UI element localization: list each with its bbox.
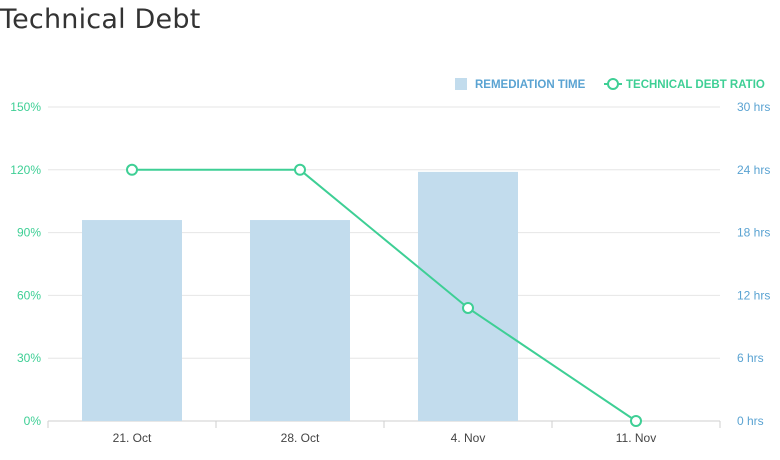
line-series-technical-debt-ratio[interactable] bbox=[126, 163, 642, 427]
point-technical-debt-ratio[interactable] bbox=[294, 163, 306, 176]
left-axis-ticks: 0% 30% 60% 90% 120% 150% bbox=[10, 100, 41, 428]
x-axis-tick-label: 21. Oct bbox=[113, 431, 152, 445]
right-axis-tick-label: 6 hrs bbox=[737, 351, 764, 365]
right-axis-tick-label: 24 hrs bbox=[737, 163, 770, 177]
left-axis-tick-label: 60% bbox=[17, 288, 41, 302]
x-axis-ticks: 21. Oct 28. Oct 4. Nov 11. Nov bbox=[47, 421, 721, 445]
legend-swatch-remediation-time bbox=[455, 78, 467, 90]
bar-remediation-time[interactable] bbox=[418, 171, 518, 421]
x-axis-tick-label: 28. Oct bbox=[281, 431, 320, 445]
left-axis-tick-label: 30% bbox=[17, 351, 41, 365]
right-axis-tick-label: 12 hrs bbox=[737, 288, 770, 302]
right-axis-tick-label: 30 hrs bbox=[737, 100, 770, 114]
x-axis-tick-label: 4. Nov bbox=[451, 431, 486, 445]
page-title: Technical Debt bbox=[0, 4, 201, 35]
bar-remediation-time[interactable] bbox=[82, 220, 182, 421]
legend-swatch-marker bbox=[607, 78, 619, 90]
point-technical-debt-ratio[interactable] bbox=[126, 163, 138, 176]
legend-label-remediation-time[interactable]: REMEDIATION TIME bbox=[475, 79, 586, 91]
right-axis-tick-label: 18 hrs bbox=[737, 226, 770, 240]
bar-remediation-time[interactable] bbox=[250, 220, 350, 421]
right-axis-ticks: 0 hrs 6 hrs 12 hrs 18 hrs 24 hrs 30 hrs bbox=[737, 100, 770, 428]
left-axis-tick-label: 150% bbox=[10, 100, 41, 114]
left-axis-tick-label: 120% bbox=[10, 163, 41, 177]
left-axis-tick-label: 0% bbox=[24, 414, 42, 428]
line-technical-debt-ratio bbox=[132, 168, 637, 422]
point-technical-debt-ratio[interactable] bbox=[630, 415, 642, 427]
left-axis-tick-label: 90% bbox=[17, 226, 41, 240]
right-axis-tick-label: 0 hrs bbox=[737, 414, 764, 428]
chart-legend[interactable]: REMEDIATION TIME TECHNICAL DEBT RATIO bbox=[455, 78, 765, 91]
bar-series-remediation-time[interactable] bbox=[82, 171, 518, 421]
x-axis-tick-label: 11. Nov bbox=[616, 431, 656, 445]
point-technical-debt-ratio[interactable] bbox=[462, 301, 474, 314]
legend-label-technical-debt-ratio[interactable]: TECHNICAL DEBT RATIO bbox=[626, 79, 765, 91]
